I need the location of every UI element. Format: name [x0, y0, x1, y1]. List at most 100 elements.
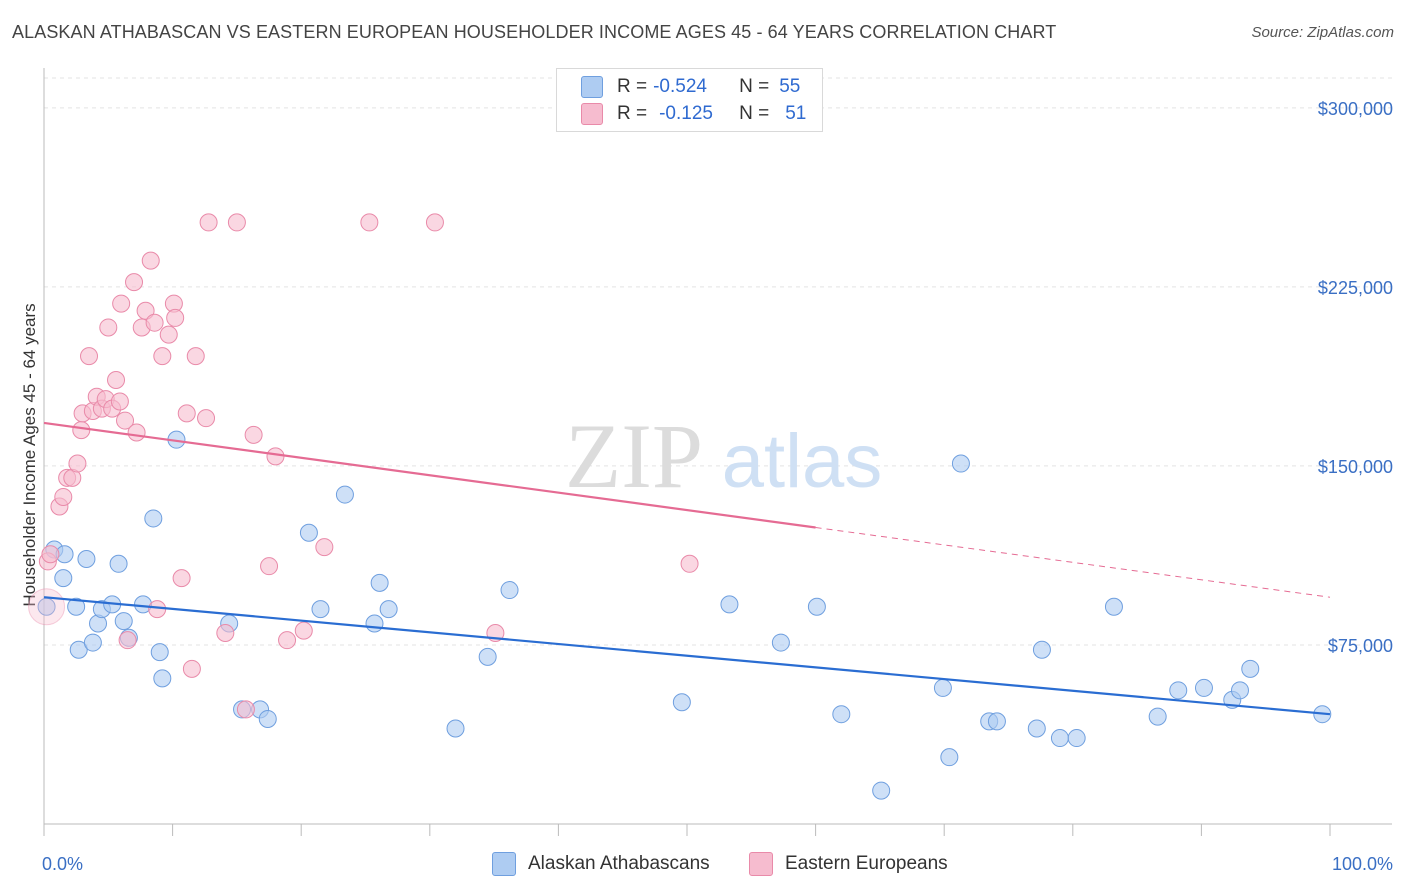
alaskan-point [69, 640, 88, 659]
grid [44, 77, 1392, 646]
alaskan-point [1104, 597, 1123, 616]
eastern-point [172, 569, 191, 588]
eastern-point [199, 213, 218, 232]
eastern-point [28, 588, 66, 626]
y-tick-label: $300,000 [1318, 99, 1393, 119]
alaskan-point [311, 600, 330, 619]
alaskan-point [500, 581, 519, 600]
eastern-point [41, 545, 60, 564]
alaskan-point [832, 705, 851, 724]
eastern-point [278, 631, 297, 650]
eastern-point [166, 308, 185, 327]
legend: R = -0.524 N = 55 R = -0.125 N = 51 [556, 68, 823, 132]
n-label: N = [739, 76, 770, 97]
legend-row-pink: R = -0.125 N = 51 [581, 102, 806, 126]
eastern-point [360, 213, 379, 232]
x-tick-label: 0.0% [42, 854, 83, 874]
eastern-point [425, 213, 444, 232]
eastern-point [136, 301, 155, 320]
alaskan-point [1194, 678, 1213, 697]
legend-item-alaskan-athabascans: Alaskan Athabascans [492, 852, 710, 876]
eastern-point [112, 294, 131, 313]
alaskan-trend-line [43, 596, 1331, 716]
alaskan-point [67, 597, 86, 616]
eastern-point [99, 318, 118, 337]
n-value: 55 [779, 76, 801, 97]
y-tick-label: $225,000 [1318, 278, 1393, 298]
eastern-point [153, 347, 172, 366]
legend-item-eastern-europeans: Eastern Europeans [749, 852, 948, 876]
r-value: -0.125 [659, 103, 713, 124]
eastern-point [197, 409, 216, 428]
eastern-point [260, 557, 279, 576]
n-label: N = [739, 103, 770, 124]
eastern-point [182, 659, 201, 678]
alaskan-point [379, 600, 398, 619]
n-value: 51 [785, 103, 807, 124]
alaskan-point [478, 647, 497, 666]
alaskan-point [144, 509, 163, 528]
eastern-point [54, 487, 73, 506]
eastern-point [216, 624, 235, 643]
alaskan-point [1230, 681, 1249, 700]
legend-row-blue: R = -0.524 N = 55 [581, 75, 800, 99]
alaskan-point [114, 612, 133, 631]
eastern-point [110, 392, 129, 411]
eastern-point [186, 347, 205, 366]
alaskan-point [987, 712, 1006, 731]
pink-swatch [749, 852, 773, 876]
eastern-trend-line [43, 421, 816, 529]
alaskan-point [940, 748, 959, 767]
alaskan-point [370, 573, 389, 592]
eastern-point [236, 700, 255, 719]
blue-swatch [581, 76, 603, 98]
eastern-point [680, 554, 699, 573]
eastern-trend-extension [815, 527, 1331, 598]
alaskan-point [258, 709, 277, 728]
chart-title: ALASKAN ATHABASCAN VS EASTERN EUROPEAN H… [12, 22, 1057, 42]
alaskan-point [153, 669, 172, 688]
alaskan-point [951, 454, 970, 473]
alaskan-point [1148, 707, 1167, 726]
eastern-point [118, 631, 137, 650]
eastern-point [68, 454, 87, 473]
alaskan-point [933, 678, 952, 697]
alaskan-point [365, 614, 384, 633]
legend-label: Alaskan Athabascans [528, 853, 710, 874]
eastern-point [141, 251, 160, 270]
trend-lines [43, 421, 1331, 716]
eastern-point [145, 313, 164, 332]
alaskan-point [150, 643, 169, 662]
y-tick-label: $150,000 [1318, 457, 1393, 477]
eastern-point [177, 404, 196, 423]
alaskan-point [109, 554, 128, 573]
eastern-point [116, 411, 135, 430]
eastern-point [244, 425, 263, 444]
pink-swatch [581, 103, 603, 125]
alaskan-point [771, 633, 790, 652]
alaskan-point [1241, 659, 1260, 678]
alaskan-point [83, 633, 102, 652]
watermark-atlas: atlas [722, 419, 883, 504]
bottom-legend: Alaskan Athabascans Eastern Europeans [0, 852, 1406, 878]
r-label: R = [617, 103, 648, 124]
alaskan-point [1169, 681, 1188, 700]
alaskan-point [872, 781, 891, 800]
eastern-point [315, 538, 334, 557]
r-label: R = [617, 76, 648, 97]
source-label: Source: ZipAtlas.com [1251, 24, 1394, 41]
alaskan-point [335, 485, 354, 504]
alaskan-point [1032, 640, 1051, 659]
alaskan-point [720, 595, 739, 614]
blue-swatch [492, 852, 516, 876]
alaskan-point [672, 693, 691, 712]
alaskan-point [299, 523, 318, 542]
eastern-point [72, 421, 91, 440]
eastern-point [107, 370, 126, 389]
watermark-zip: ZIP [565, 405, 703, 507]
eastern-point [294, 621, 313, 640]
eastern-point [227, 213, 246, 232]
eastern-point [159, 325, 178, 344]
tick-labels: $75,000 $150,000 $225,000 $300,000 0.0% 100.0… [42, 99, 1393, 874]
